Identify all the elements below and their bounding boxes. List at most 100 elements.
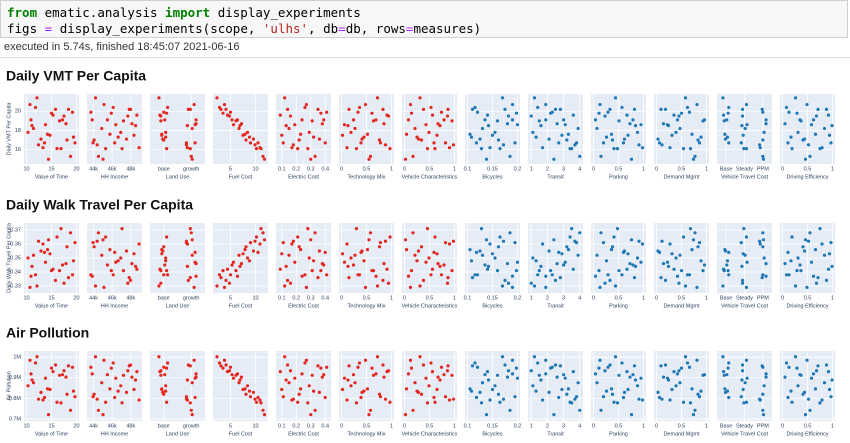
point [164, 389, 168, 393]
point [46, 413, 51, 417]
point [603, 114, 607, 118]
code-cell[interactable]: from ematic.analysis import display_expe… [0, 0, 848, 38]
point [377, 138, 382, 142]
point [108, 248, 112, 252]
point [727, 141, 731, 145]
point [188, 147, 192, 151]
x-tick-label: 15 [48, 166, 54, 172]
point [722, 119, 726, 123]
point [254, 235, 259, 239]
x-tick-label: 1 [453, 166, 456, 172]
point [247, 389, 252, 393]
point [601, 141, 606, 145]
point [816, 364, 820, 368]
y-tick-label: 0.35 [10, 255, 21, 261]
point [378, 395, 383, 399]
x-tick-label: 15 [48, 423, 54, 429]
x-tick-label: 0 [592, 166, 595, 172]
point [404, 387, 409, 391]
point [347, 107, 351, 111]
point [473, 105, 477, 110]
point [160, 133, 164, 137]
point [388, 147, 392, 151]
point [62, 369, 66, 373]
point [262, 413, 267, 417]
point [659, 276, 663, 280]
point [190, 253, 194, 257]
point [362, 135, 366, 139]
point [532, 96, 537, 100]
point [425, 147, 430, 151]
point [566, 387, 571, 391]
point [555, 262, 559, 266]
x-tick-label: 2 [546, 295, 549, 301]
x-tick-label: base [158, 295, 170, 301]
point [128, 363, 133, 367]
point [425, 401, 430, 405]
point [421, 278, 426, 282]
point [284, 378, 288, 382]
point [278, 369, 282, 374]
point [114, 260, 118, 264]
point [513, 141, 517, 145]
point [606, 110, 610, 114]
point [406, 372, 411, 376]
point [574, 395, 579, 399]
point [475, 365, 480, 369]
point [470, 276, 475, 280]
point [159, 114, 163, 118]
point [304, 285, 308, 289]
point [760, 276, 764, 280]
point [126, 369, 130, 373]
point [68, 154, 73, 158]
point [359, 250, 363, 254]
point [798, 263, 802, 267]
point [288, 281, 293, 285]
point [438, 264, 442, 268]
point [604, 259, 609, 263]
point [377, 392, 382, 396]
x-axis-title: Vehicle Travel Cost [721, 174, 769, 180]
point [806, 397, 811, 401]
point [300, 372, 304, 376]
point [439, 110, 444, 114]
point [418, 284, 422, 288]
code-token: measures) [413, 21, 482, 36]
point [73, 141, 77, 145]
point [578, 408, 582, 412]
point [613, 355, 618, 359]
point [353, 126, 357, 131]
point [637, 239, 641, 243]
point [764, 375, 768, 379]
point [764, 274, 768, 278]
point [100, 253, 104, 257]
point [442, 118, 446, 122]
y-tick-label: 0.34 [10, 269, 21, 275]
x-axis-title: Driving Efficiency [786, 303, 828, 309]
point [133, 264, 138, 268]
point [188, 276, 192, 280]
point [26, 256, 30, 260]
point [740, 124, 744, 128]
point [65, 392, 69, 396]
point [419, 245, 424, 249]
point [96, 231, 101, 235]
x-tick-label: 2 [546, 423, 549, 429]
point [283, 96, 287, 100]
point [235, 372, 240, 376]
point [31, 381, 36, 385]
point [786, 250, 790, 254]
point [322, 118, 326, 122]
point [552, 238, 556, 242]
point [557, 395, 561, 400]
point [133, 124, 138, 128]
point [570, 147, 574, 151]
point [540, 398, 545, 402]
point [801, 245, 805, 249]
point [685, 361, 690, 365]
point [60, 118, 65, 122]
x-tick-label: 48k [126, 295, 135, 301]
point [262, 238, 267, 242]
point [805, 102, 809, 107]
point [604, 389, 609, 393]
